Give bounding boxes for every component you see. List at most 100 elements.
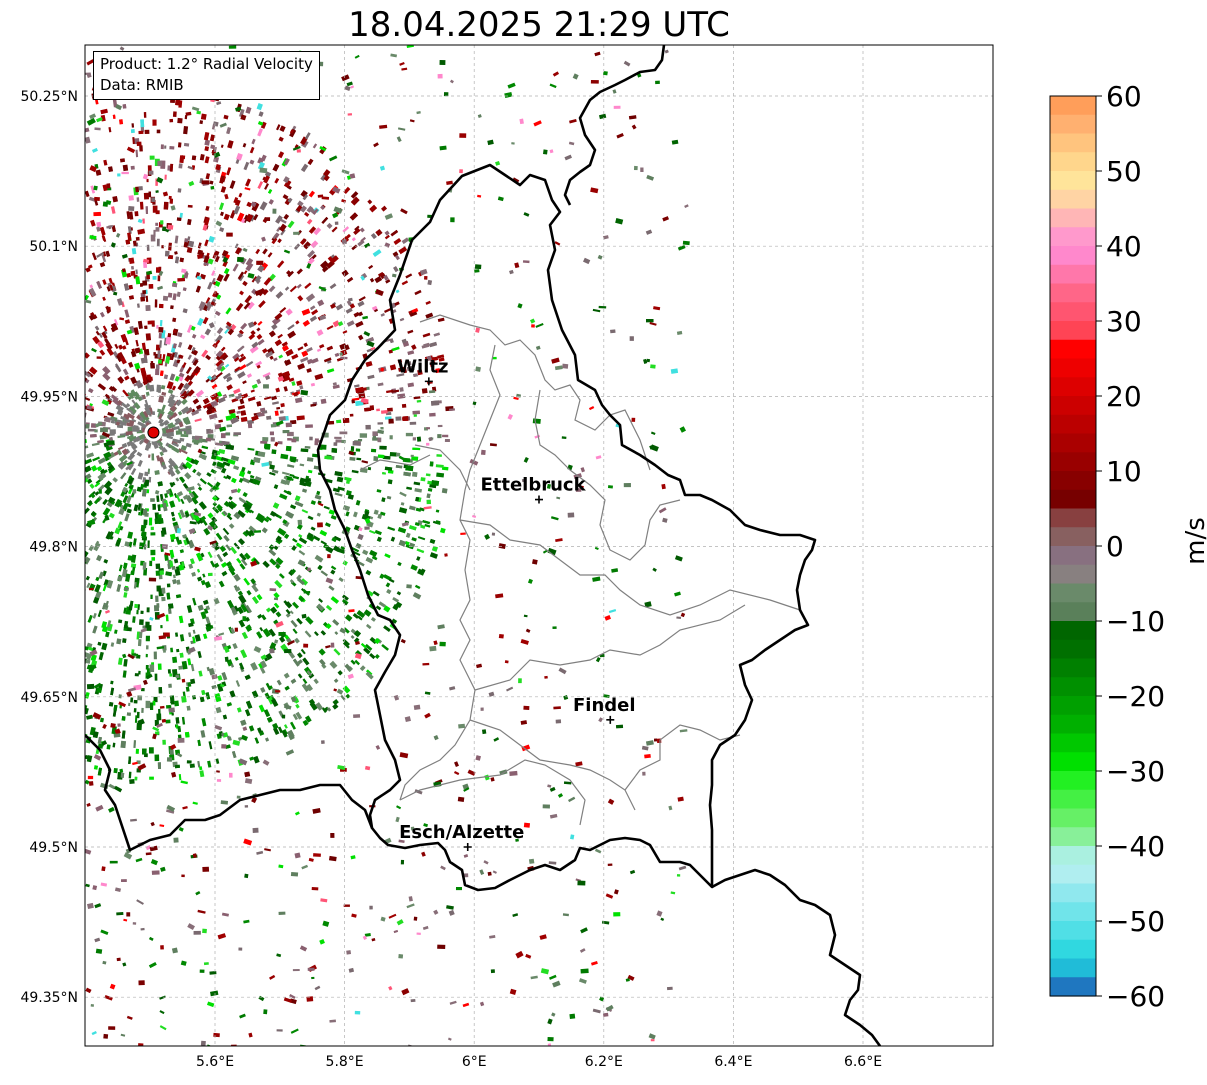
place-ettelbruck[interactable]: Ettelbruck <box>480 475 587 504</box>
colorbar-tick-label: 10 <box>1106 455 1142 488</box>
lat-tick-label: 49.5°N <box>29 840 78 856</box>
lon-tick-label: 5.6°E <box>196 1054 234 1070</box>
colorbar-swatch <box>1050 771 1096 791</box>
colorbar-swatch <box>1050 752 1096 772</box>
colorbar-swatch <box>1050 939 1096 960</box>
colorbar-tick-label: 60 <box>1106 80 1142 113</box>
colorbar-swatch <box>1050 602 1096 622</box>
axes-frame <box>84 44 994 1047</box>
colorbar-swatch <box>1050 564 1096 585</box>
colorbar-swatch <box>1050 227 1096 247</box>
colorbar-swatch <box>1050 171 1096 191</box>
longitude-labels: 5.6°E 5.8°E 6°E 6.2°E 6.4°E 6.6°E <box>196 1054 882 1070</box>
country-border <box>85 45 882 1046</box>
colorbar-tick-label: −60 <box>1106 980 1165 1013</box>
colorbar-swatch <box>1050 733 1096 753</box>
colorbar-swatch <box>1050 508 1096 528</box>
place-findel[interactable]: Findel <box>573 695 636 724</box>
colorbar-swatch <box>1050 789 1096 810</box>
lon-tick-label: 6°E <box>462 1054 487 1070</box>
colorbar-tick-label: 30 <box>1106 305 1142 338</box>
colorbar-swatch <box>1050 958 1096 978</box>
colorbar-swatch <box>1050 283 1096 303</box>
colorbar-swatch <box>1050 208 1096 228</box>
velocity-echoes <box>85 45 690 1046</box>
colorbar-swatch <box>1050 246 1096 266</box>
colorbar-swatch <box>1050 114 1096 135</box>
colorbar-tick-label: 40 <box>1106 230 1142 263</box>
colorbar-tick-label: −50 <box>1106 905 1165 938</box>
colorbar-swatch <box>1050 471 1096 491</box>
colorbar-swatch <box>1050 546 1096 566</box>
lat-tick-label: 49.8°N <box>29 540 78 556</box>
colorbar-swatch <box>1050 414 1096 435</box>
colorbar-swatch <box>1050 677 1096 697</box>
colorbar-swatch <box>1050 827 1096 847</box>
data-source-label: Data: RMIB <box>100 76 184 94</box>
colorbar-swatch <box>1050 152 1096 172</box>
colorbar-swatch <box>1050 639 1096 660</box>
lon-tick-label: 6.4°E <box>714 1054 752 1070</box>
colorbar-swatch <box>1050 864 1096 885</box>
colorbar-swatch <box>1050 714 1096 735</box>
colorbar-swatch <box>1050 96 1096 116</box>
colorbar-swatch <box>1050 658 1096 678</box>
canton-borders <box>359 314 801 826</box>
colorbar-swatch <box>1050 377 1096 397</box>
colorbar-swatch <box>1050 302 1096 322</box>
colorbar-swatch <box>1050 189 1096 210</box>
radar-site[interactable] <box>144 423 163 442</box>
colorbar-swatch <box>1050 527 1096 547</box>
map-frame <box>85 45 993 1046</box>
colorbar-tick-label: −30 <box>1106 755 1165 788</box>
colorbar-swatch <box>1050 358 1096 378</box>
colorbar-swatch <box>1050 339 1096 360</box>
colorbar-swatch <box>1050 808 1096 828</box>
lon-tick-label: 5.8°E <box>326 1054 364 1070</box>
lat-tick-label: 50.25°N <box>20 89 78 105</box>
place-markers: Wiltz Ettelbruck Findel Esch/Alzette <box>397 356 636 851</box>
colorbar-tick-label: −40 <box>1106 830 1165 863</box>
colorbar-swatch <box>1050 133 1096 153</box>
colorbar-swatch <box>1050 621 1096 641</box>
place-label: Findel <box>573 695 636 716</box>
colorbar-swatch <box>1050 883 1096 903</box>
lat-tick-label: 49.35°N <box>20 990 78 1006</box>
colorbar-swatch <box>1050 321 1096 341</box>
product-info-box: Product: 1.2° Radial Velocity Data: RMIB <box>93 51 320 100</box>
colorbar-swatch <box>1050 452 1096 472</box>
colorbar-swatch <box>1050 921 1096 941</box>
colorbar-unit-label: m/s <box>1181 517 1207 565</box>
place-wiltz[interactable]: Wiltz <box>397 356 448 386</box>
colorbar-swatch <box>1050 489 1096 510</box>
colorbar-swatch <box>1050 433 1096 453</box>
colorbar-swatch <box>1050 583 1096 603</box>
place-label: Wiltz <box>397 356 448 377</box>
colorbar-swatch <box>1050 696 1096 716</box>
place-label: Ettelbruck <box>480 475 586 496</box>
lat-tick-label: 49.65°N <box>20 690 78 706</box>
colorbar-ticks: 60 50 40 30 20 10 0 −10 −20 −30 −40 −50 −60 <box>1096 80 1165 1013</box>
colorbar-swatch <box>1050 264 1096 285</box>
colorbar-tick-label: 50 <box>1106 155 1142 188</box>
colorbar-tick-label: −20 <box>1106 680 1165 713</box>
lat-tick-label: 50.1°N <box>29 239 78 255</box>
colorbar-tick-label: 0 <box>1106 530 1124 563</box>
place-label: Esch/Alzette <box>399 822 524 843</box>
colorbar-swatch <box>1050 846 1096 866</box>
colorbar-tick-label: 20 <box>1106 380 1142 413</box>
lat-tick-label: 49.95°N <box>20 389 78 405</box>
colorbar-tick-label: −10 <box>1106 605 1165 638</box>
colorbar-swatch <box>1050 977 1096 997</box>
lon-tick-label: 6.2°E <box>585 1054 623 1070</box>
latitude-labels: 50.25°N 50.1°N 49.95°N 49.8°N 49.65°N 49.5°N 4… <box>20 89 78 1006</box>
map-title: 18.04.2025 21:29 UTC <box>348 5 730 45</box>
place-eschalzette[interactable]: Esch/Alzette <box>399 822 524 851</box>
gridlines <box>85 45 993 1046</box>
colorbar <box>1049 95 1097 997</box>
colorbar-swatch <box>1050 396 1096 416</box>
lon-tick-label: 6.6°E <box>844 1054 882 1070</box>
colorbar-swatch <box>1050 902 1096 922</box>
